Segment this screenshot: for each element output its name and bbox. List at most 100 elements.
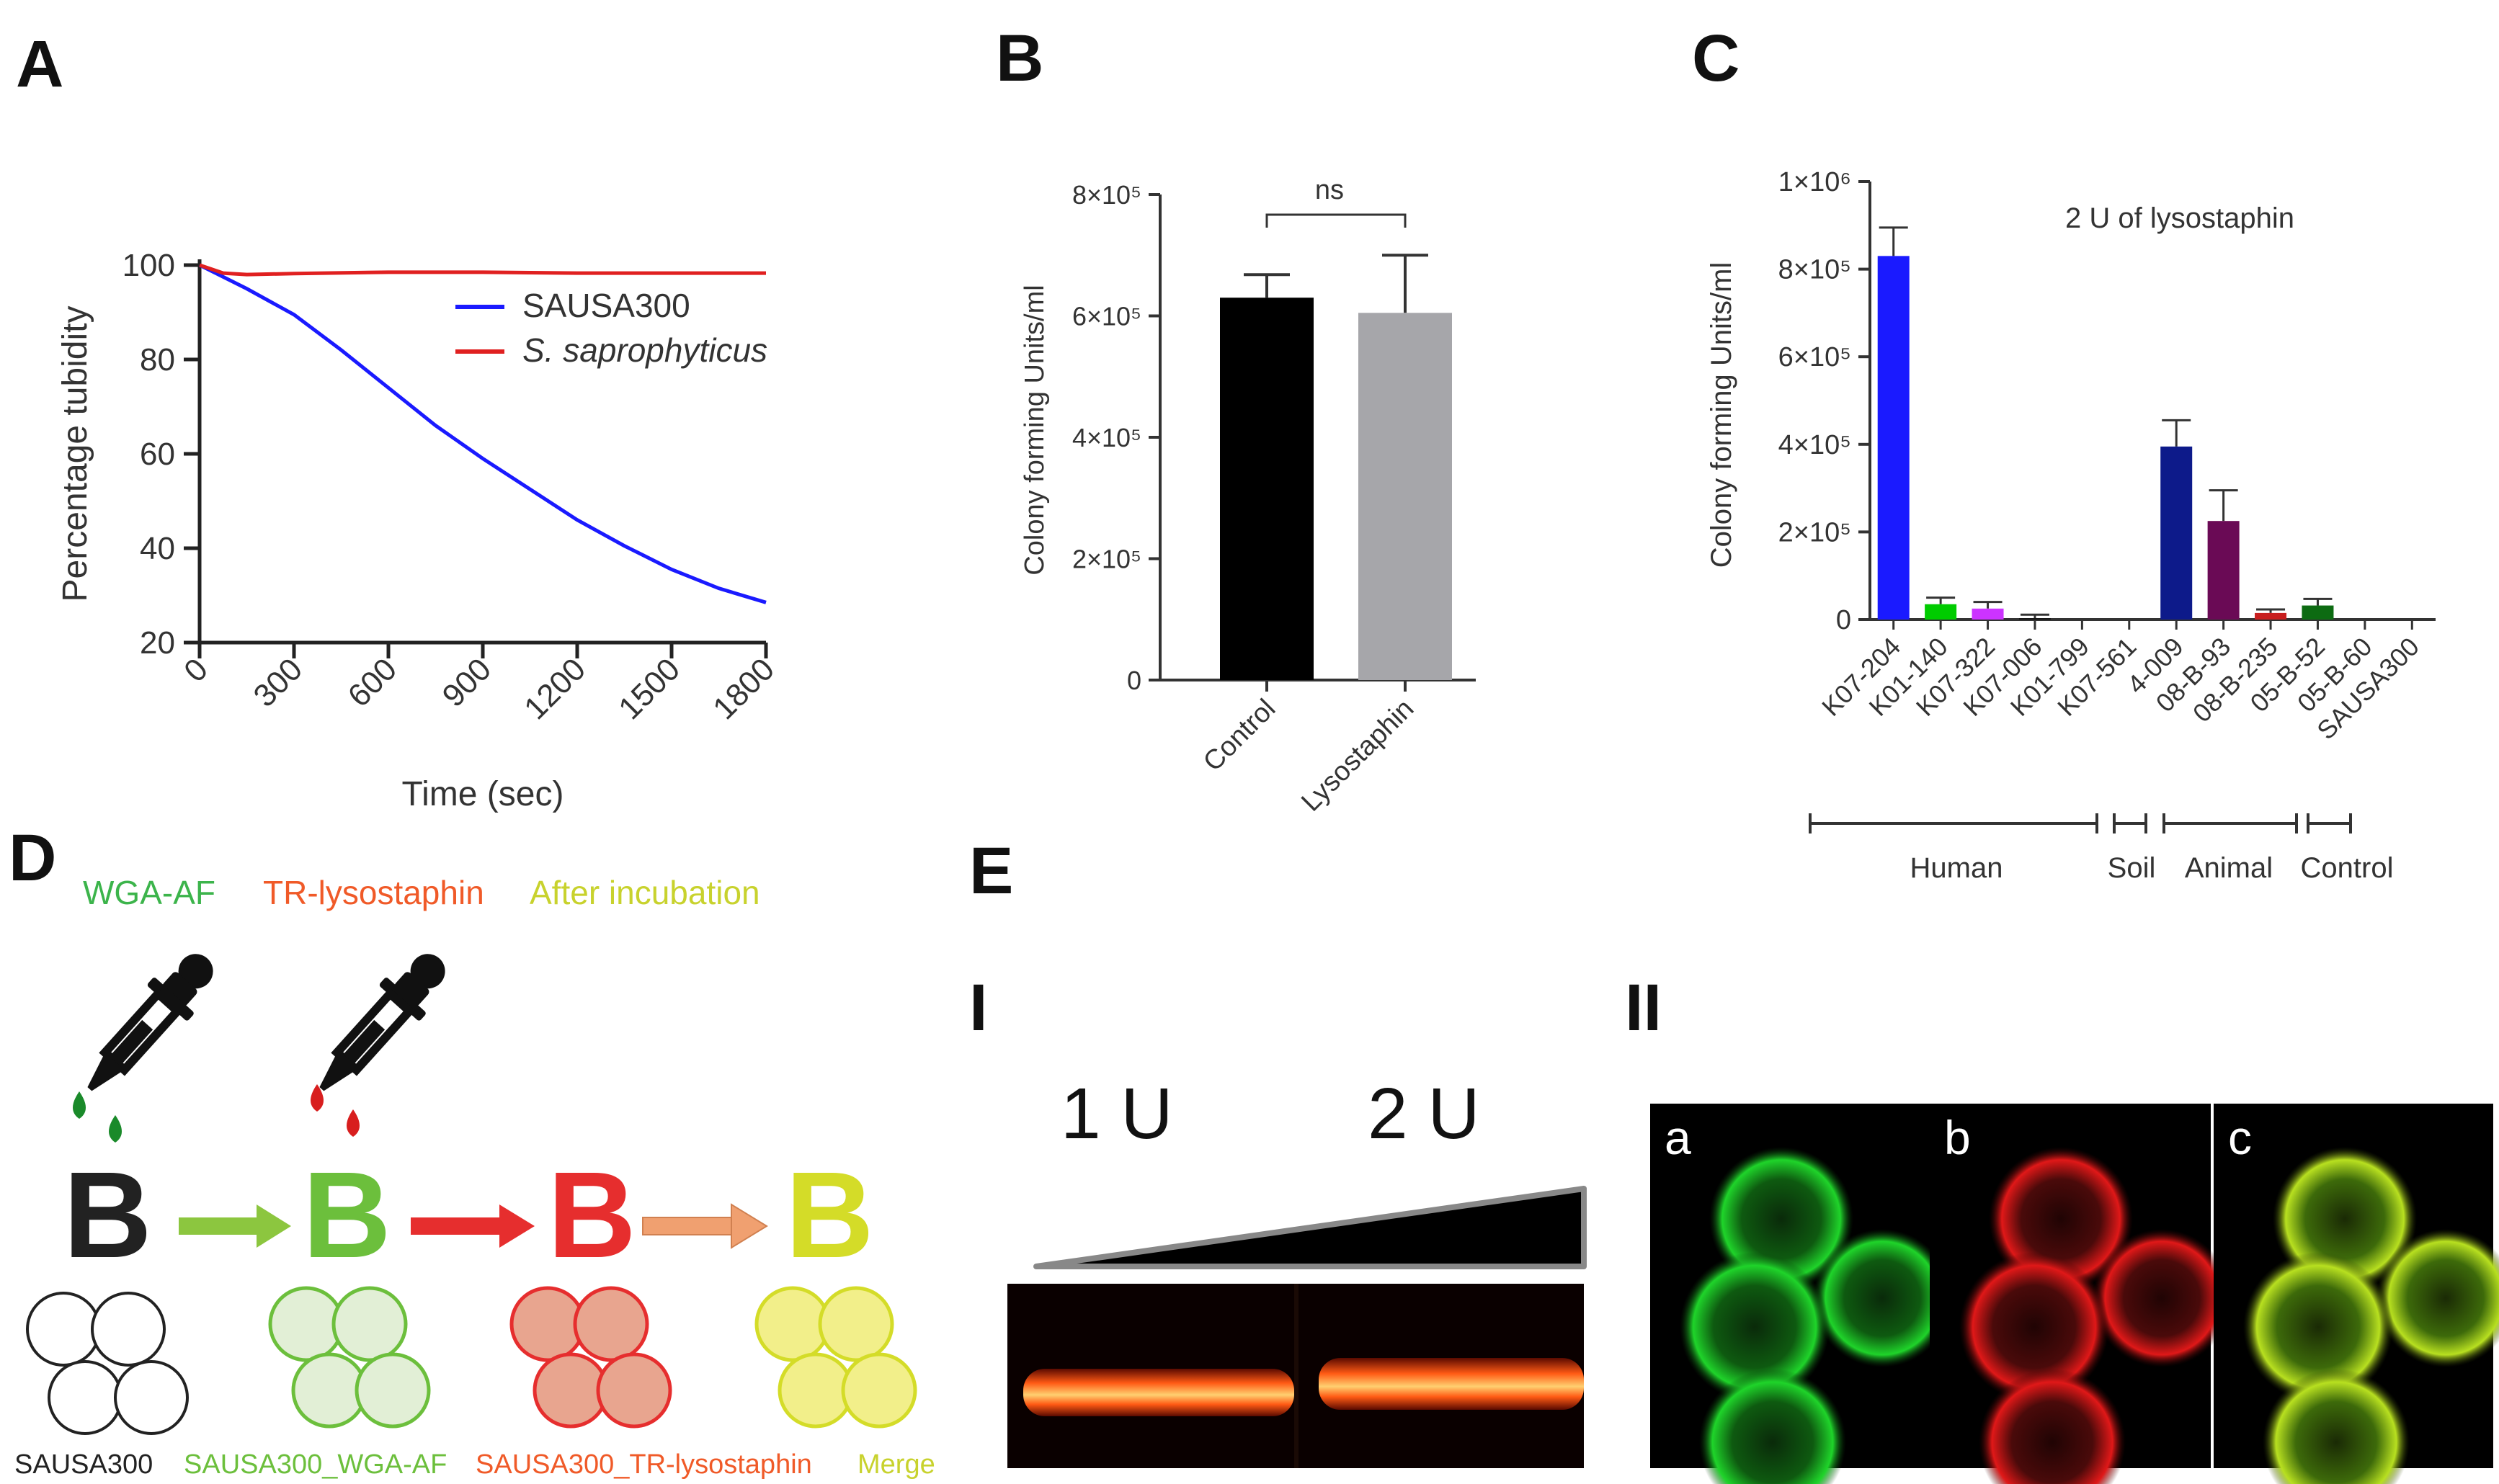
group-label: Animal xyxy=(2185,852,2273,884)
bar-k07-006 xyxy=(2018,618,2051,620)
y-tick-label: 0 xyxy=(1127,666,1141,695)
gel-label-1u: 1 U xyxy=(1061,1073,1173,1154)
bar-chart-cfu-strains: 0 2×10⁵ 4×10⁵ 6×10⁵ 8×10⁵ 1×10⁶ Colony forming… xyxy=(1706,167,2436,884)
micrograph-label: c xyxy=(2228,1111,2252,1164)
cell-circle xyxy=(841,1352,917,1429)
micrograph-c: c xyxy=(2214,1104,2499,1484)
microscopy-panels: a b c xyxy=(1650,1104,2499,1484)
dropper-icon xyxy=(87,954,213,1091)
y-tick-label: 4×10⁵ xyxy=(1778,430,1851,460)
bar-08-b-235 xyxy=(2255,612,2287,620)
cell-circle xyxy=(778,1352,854,1429)
cell xyxy=(2243,1252,2393,1402)
arrow-red-icon xyxy=(411,1204,535,1248)
x-tick-label: 0 xyxy=(177,651,215,689)
bar-lysostaphin xyxy=(1358,313,1452,680)
y-tick-label: 2×10⁵ xyxy=(1072,545,1141,574)
chart-title: 2 U of lysostaphin xyxy=(2065,202,2294,234)
cell-cluster xyxy=(268,1286,431,1429)
reagent-label-tr-lysostaphin: TR-lysostaphin xyxy=(263,874,484,911)
cell-circle xyxy=(573,1286,649,1362)
y-tick-label: 8×10⁵ xyxy=(1778,255,1851,285)
caption-wga-af: SAUSA300_WGA-AF xyxy=(184,1449,447,1480)
bar-08-b-93 xyxy=(2207,521,2240,620)
cell xyxy=(1813,1229,1951,1367)
caption-merge: Merge xyxy=(858,1449,935,1480)
cell xyxy=(1699,1369,1846,1484)
cell-circle xyxy=(596,1352,672,1429)
cell-circle xyxy=(291,1352,368,1429)
x-tick-label: Lysostaphin xyxy=(1296,694,1420,818)
cell xyxy=(2263,1369,2410,1484)
panel-letter-e: E xyxy=(969,834,1013,908)
arrow-orange-icon xyxy=(642,1203,768,1249)
line-chart-turbidity: 20 40 60 80 100 0 300 600 900 1200 1500 1800 Time (s… xyxy=(56,248,781,813)
panel-letter-b: B xyxy=(996,22,1043,95)
y-axis-label: Percentage tubidity xyxy=(56,306,94,602)
reagent-label-wga: WGA-AF xyxy=(83,874,215,911)
x-tick-label: 600 xyxy=(342,651,404,714)
x-tick-label: 1800 xyxy=(706,651,781,726)
y-tick-label: 1×10⁶ xyxy=(1778,167,1851,197)
x-axis-label: Time (sec) xyxy=(402,775,564,813)
y-tick-label: 8×10⁵ xyxy=(1072,180,1141,210)
series-line-0 xyxy=(198,263,767,604)
cell-circle xyxy=(509,1286,586,1362)
y-tick-label: 80 xyxy=(140,342,175,377)
panel-letter-d: D xyxy=(9,821,56,895)
panel-letter-c: C xyxy=(1692,22,1740,95)
y-axis-label: Colony forming Units/ml xyxy=(1706,262,1737,568)
cell-circle xyxy=(48,1360,122,1435)
labeling-schematic: WGA-AF TR-lysostaphin After incubation xyxy=(14,874,935,1480)
cell xyxy=(1959,1252,2109,1402)
green-drops-icon xyxy=(73,1091,122,1143)
cell-circle xyxy=(268,1286,344,1362)
cell xyxy=(1680,1252,1830,1402)
x-tick-label: Control xyxy=(1198,694,1281,777)
cell-circle xyxy=(355,1352,431,1429)
y-tick-label: 100 xyxy=(122,248,175,283)
cell-circle xyxy=(533,1352,609,1429)
panel-letter-a: A xyxy=(16,27,63,101)
y-tick-label: 20 xyxy=(140,625,175,661)
caption-sausa300: SAUSA300 xyxy=(14,1449,153,1480)
dropper-icon xyxy=(319,954,445,1091)
significance-bracket xyxy=(1265,213,1407,228)
x-tick-label: 1500 xyxy=(612,651,687,726)
significance-label: ns xyxy=(1315,175,1344,205)
cell-circle xyxy=(26,1292,101,1367)
caption-tr-lysostaphin: SAUSA300_TR-lysostaphin xyxy=(476,1449,812,1480)
bar-k07-204 xyxy=(1877,256,1910,620)
x-tick-label: 900 xyxy=(436,651,499,714)
bar-k07-322 xyxy=(1972,608,2004,620)
bar-k01-140 xyxy=(1925,604,1957,620)
concentration-wedge xyxy=(1033,1186,1587,1269)
group-label: Human xyxy=(1910,852,2003,884)
y-tick-label: 4×10⁵ xyxy=(1072,423,1141,452)
gel-label-2u: 2 U xyxy=(1368,1073,1480,1154)
y-tick-label: 0 xyxy=(1836,605,1851,635)
cell xyxy=(2093,1229,2231,1367)
gel-band-2u xyxy=(1319,1358,1584,1410)
gel-panel: 1 U 2 U xyxy=(1007,1073,1587,1468)
arrow-green-icon xyxy=(179,1204,291,1248)
group-label: Control xyxy=(2301,852,2394,884)
cell xyxy=(1979,1369,2126,1484)
gel-band-1u xyxy=(1023,1369,1294,1416)
group-label: Soil xyxy=(2108,852,2156,884)
cell-circle xyxy=(818,1286,894,1362)
micrograph-label: a xyxy=(1665,1111,1691,1164)
micrograph-label: b xyxy=(1944,1111,1971,1164)
bar-chart-cfu-control: 0 2×10⁵ 4×10⁵ 6×10⁵ 8×10⁵ Colony forming Unit… xyxy=(1020,175,1476,818)
cell-circle xyxy=(114,1360,189,1435)
legend-entry: SAUSA300 xyxy=(522,287,690,324)
legend-entry: S. saprophyticus xyxy=(522,331,767,369)
bar-4-009 xyxy=(2160,446,2193,620)
series-line-1 xyxy=(199,263,766,277)
y-tick-label: 6×10⁵ xyxy=(1072,302,1141,331)
panel-letter-e-i: I xyxy=(969,971,988,1045)
letter-b-red: B xyxy=(548,1147,636,1284)
bar-05-b-52 xyxy=(2302,605,2334,620)
cell-circle xyxy=(91,1292,166,1367)
cell xyxy=(2376,1229,2499,1367)
